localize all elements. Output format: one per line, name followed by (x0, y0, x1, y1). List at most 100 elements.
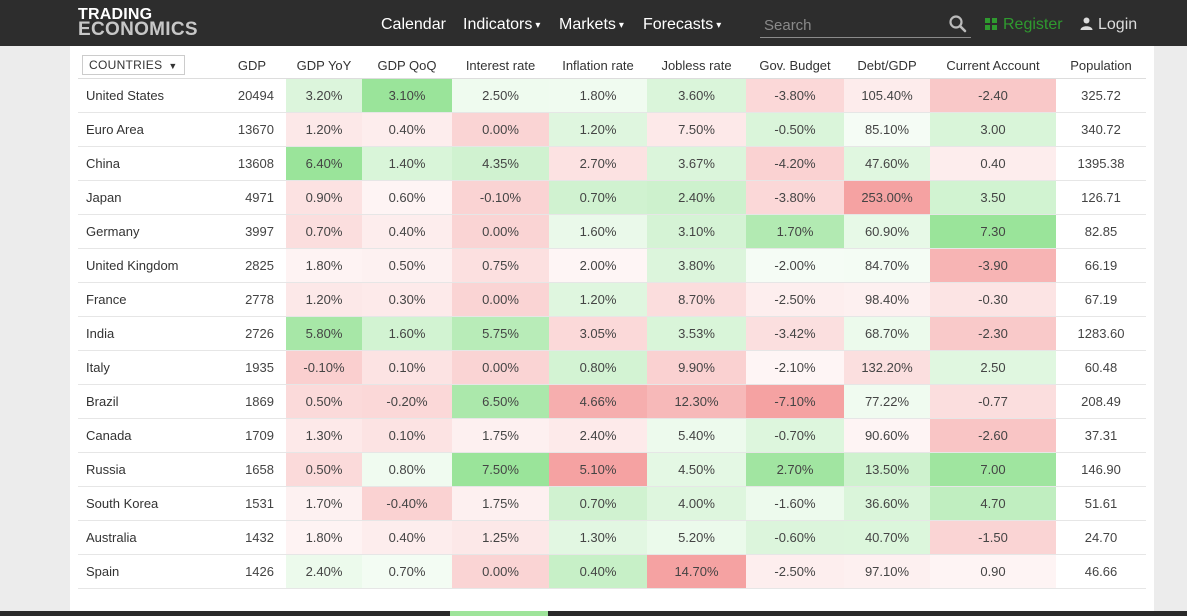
cell-inflation-rate: 0.70% (549, 180, 647, 215)
top-navbar: TRADING ECONOMICS Calendar Indicators ▾ M… (0, 0, 1187, 46)
table-row[interactable]: Australia 1432 1.80% 0.40% 1.25% 1.30% 5.20% -0… (78, 520, 1146, 555)
country-link[interactable]: Japan (78, 180, 218, 215)
table-row[interactable]: Japan 4971 0.90% 0.60% -0.10% 0.70% 2.40% -3.80… (78, 180, 1146, 215)
cell-gdp-qoq: -0.40% (362, 486, 452, 521)
country-link[interactable]: United Kingdom (78, 248, 218, 283)
cell-debt-gdp: 36.60% (844, 486, 930, 521)
cell-gdp: 3997 (218, 214, 286, 249)
table-row[interactable]: Brazil 1869 0.50% -0.20% 6.50% 4.66% 12.30% -7.… (78, 384, 1146, 419)
table-row[interactable]: Russia 1658 0.50% 0.80% 7.50% 5.10% 4.50% 2.70%… (78, 452, 1146, 487)
table-row[interactable]: Euro Area 13670 1.20% 0.40% 0.00% 1.20% 7.50% -… (78, 112, 1146, 147)
cell-gdp-qoq: 0.40% (362, 520, 452, 555)
cell-gdp-yoy: 1.80% (286, 248, 362, 283)
country-link[interactable]: Germany (78, 214, 218, 249)
cell-current-account: 7.00 (930, 452, 1056, 487)
col-population[interactable]: Population (1056, 52, 1146, 79)
register-link[interactable]: Register (985, 16, 1063, 34)
country-link[interactable]: Spain (78, 554, 218, 589)
cell-current-account: 3.00 (930, 112, 1056, 147)
cell-interest-rate: 0.00% (452, 282, 549, 317)
caret-down-icon: ▾ (535, 20, 541, 31)
cell-gov-budget: -2.50% (746, 554, 844, 589)
cell-gdp-qoq: -0.20% (362, 384, 452, 419)
col-gdp-qoq[interactable]: GDP QoQ (362, 52, 452, 79)
cell-jobless-rate: 4.50% (647, 452, 746, 487)
cell-gdp-yoy: -0.10% (286, 350, 362, 385)
col-interest-rate[interactable]: Interest rate (452, 52, 549, 79)
cell-interest-rate: 0.00% (452, 214, 549, 249)
cell-gov-budget: -4.20% (746, 146, 844, 181)
cell-gdp-qoq: 0.30% (362, 282, 452, 317)
cell-current-account: -0.77 (930, 384, 1056, 419)
table-row[interactable]: Canada 1709 1.30% 0.10% 1.75% 2.40% 5.40% -0.70… (78, 418, 1146, 453)
cell-gdp-qoq: 0.80% (362, 452, 452, 487)
col-debt-gdp[interactable]: Debt/GDP (844, 52, 930, 79)
cell-jobless-rate: 5.20% (647, 520, 746, 555)
table-row[interactable]: India 2726 5.80% 1.60% 5.75% 3.05% 3.53% -3.42%… (78, 316, 1146, 351)
cell-jobless-rate: 2.40% (647, 180, 746, 215)
cell-gov-budget: 2.70% (746, 452, 844, 487)
cell-gdp: 2778 (218, 282, 286, 317)
logo-line2: ECONOMICS (78, 19, 198, 40)
country-link[interactable]: Euro Area (78, 112, 218, 147)
nav-indicators[interactable]: Indicators ▾ (463, 16, 540, 34)
col-jobless-rate[interactable]: Jobless rate (647, 52, 746, 79)
col-gdp[interactable]: GDP (218, 52, 286, 79)
cell-gdp-qoq: 0.60% (362, 180, 452, 215)
nav-forecasts[interactable]: Forecasts ▾ (643, 16, 721, 34)
cell-population: 82.85 (1056, 214, 1146, 249)
table-row[interactable]: Spain 1426 2.40% 0.70% 0.00% 0.40% 14.70% -2.50… (78, 554, 1146, 589)
table-body: United States 20494 3.20% 3.10% 2.50% 1.80% 3.… (78, 78, 1146, 589)
country-link[interactable]: China (78, 146, 218, 181)
cell-current-account: 4.70 (930, 486, 1056, 521)
trading-economics-logo[interactable]: TRADING ECONOMICS (78, 6, 198, 40)
nav-calendar[interactable]: Calendar (381, 16, 446, 34)
country-link[interactable]: Brazil (78, 384, 218, 419)
cell-population: 126.71 (1056, 180, 1146, 215)
cell-population: 66.19 (1056, 248, 1146, 283)
cell-gdp-yoy: 5.80% (286, 316, 362, 351)
table-row[interactable]: United Kingdom 2825 1.80% 0.50% 0.75% 2.00% 3.… (78, 248, 1146, 283)
col-gov-budget[interactable]: Gov. Budget (746, 52, 844, 79)
cell-gdp-qoq: 0.10% (362, 418, 452, 453)
logo-line1: TRADING (78, 6, 153, 23)
cell-current-account: -0.30 (930, 282, 1056, 317)
cell-inflation-rate: 0.40% (549, 554, 647, 589)
country-link[interactable]: India (78, 316, 218, 351)
cell-interest-rate: 0.00% (452, 350, 549, 385)
country-link[interactable]: United States (78, 78, 218, 113)
table-row[interactable]: United States 20494 3.20% 3.10% 2.50% 1.80% 3.… (78, 78, 1146, 113)
table-row[interactable]: Italy 1935 -0.10% 0.10% 0.00% 0.80% 9.90% -2.10… (78, 350, 1146, 385)
country-link[interactable]: France (78, 282, 218, 317)
country-link[interactable]: Australia (78, 520, 218, 555)
table-row[interactable]: Germany 3997 0.70% 0.40% 0.00% 1.60% 3.10% 1.70… (78, 214, 1146, 249)
col-current-account[interactable]: Current Account (930, 52, 1056, 79)
cell-debt-gdp: 85.10% (844, 112, 930, 147)
col-gdp-yoy[interactable]: GDP YoY (286, 52, 362, 79)
country-link[interactable]: Russia (78, 452, 218, 487)
cell-jobless-rate: 3.60% (647, 78, 746, 113)
nav-markets[interactable]: Markets ▾ (559, 16, 624, 34)
cell-gdp: 1869 (218, 384, 286, 419)
cell-current-account: 7.30 (930, 214, 1056, 249)
search-icon[interactable] (948, 14, 968, 34)
countries-dropdown[interactable]: COUNTRIES ▼ (82, 55, 185, 75)
search-input[interactable] (764, 15, 934, 35)
cell-gov-budget: -7.10% (746, 384, 844, 419)
col-inflation-rate[interactable]: Inflation rate (549, 52, 647, 79)
table-row[interactable]: France 2778 1.20% 0.30% 0.00% 1.20% 8.70% -2.50… (78, 282, 1146, 317)
cell-jobless-rate: 4.00% (647, 486, 746, 521)
country-link[interactable]: South Korea (78, 486, 218, 521)
table-row[interactable]: China 13608 6.40% 1.40% 4.35% 2.70% 3.67% -4.20… (78, 146, 1146, 181)
cell-interest-rate: 1.25% (452, 520, 549, 555)
country-link[interactable]: Canada (78, 418, 218, 453)
cell-gov-budget: -3.80% (746, 180, 844, 215)
table-row[interactable]: South Korea 1531 1.70% -0.40% 1.75% 0.70% 4.00… (78, 486, 1146, 521)
cell-inflation-rate: 5.10% (549, 452, 647, 487)
cell-interest-rate: 7.50% (452, 452, 549, 487)
cell-inflation-rate: 0.70% (549, 486, 647, 521)
register-grid-icon (985, 18, 997, 30)
country-link[interactable]: Italy (78, 350, 218, 385)
cell-population: 46.66 (1056, 554, 1146, 589)
login-link[interactable]: Login (1080, 16, 1137, 34)
